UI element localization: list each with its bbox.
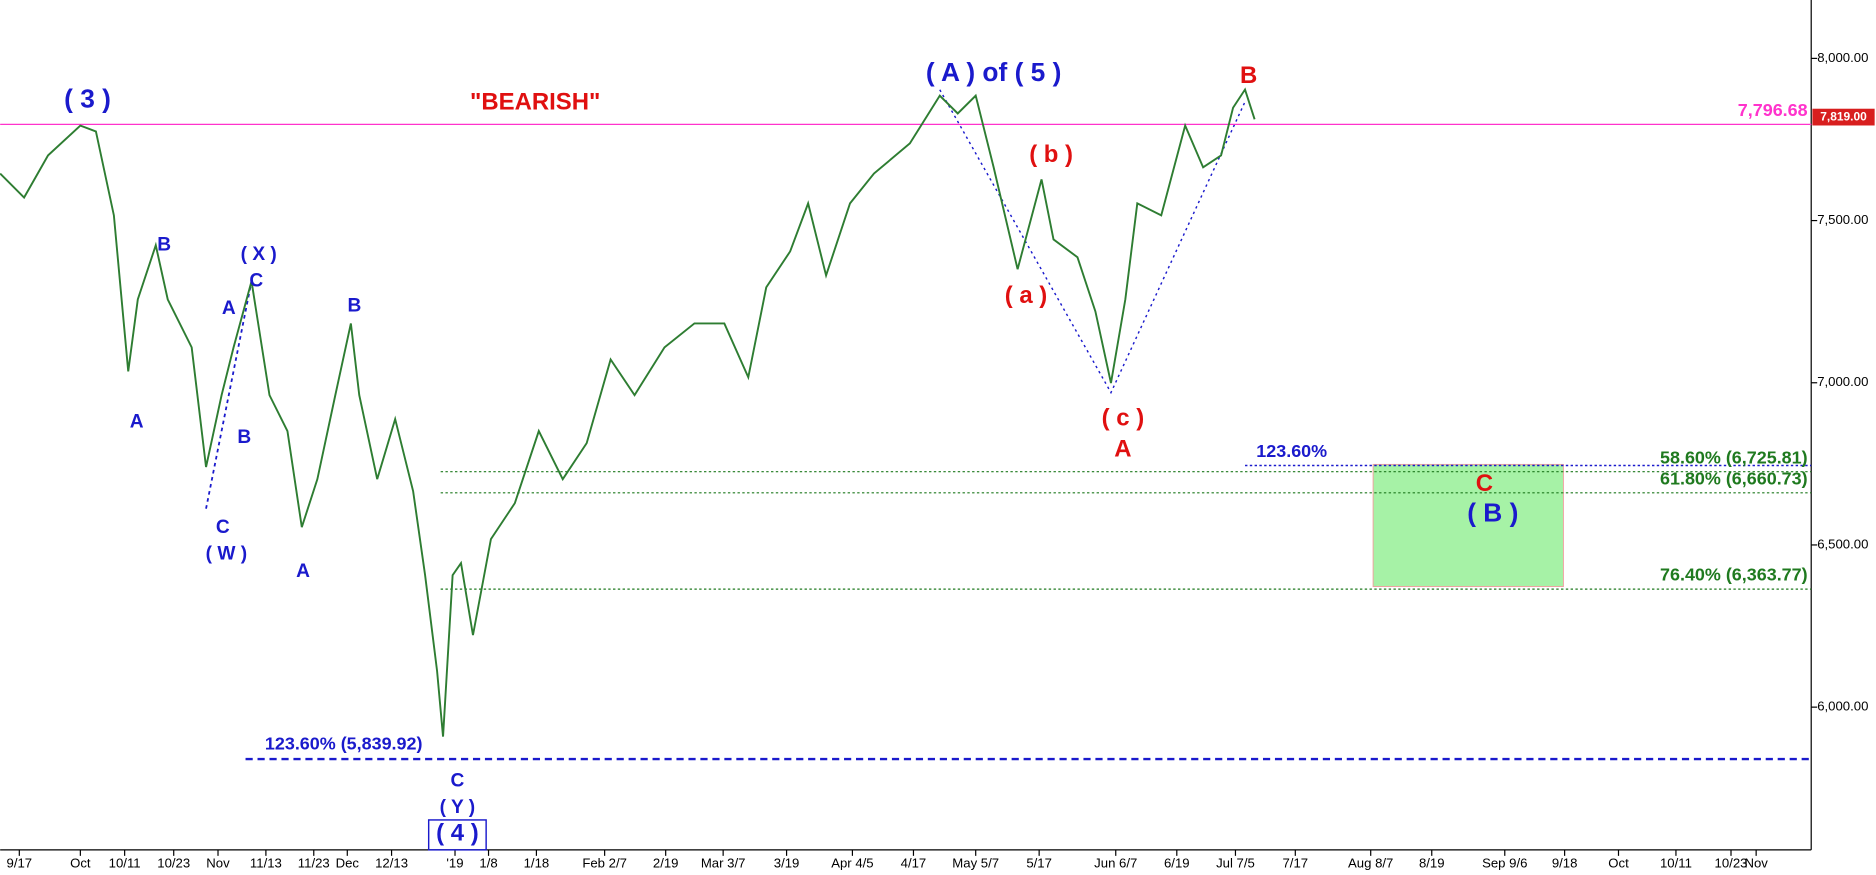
x-tick-label: 6/19: [1164, 856, 1190, 871]
wave-label: A: [1114, 435, 1131, 462]
x-tick-label: Nov: [206, 856, 230, 871]
wave-label: A: [296, 561, 310, 582]
y-tick-label: 7,500.00: [1817, 212, 1868, 227]
level-label: 76.40% (6,363.77): [1660, 565, 1808, 585]
x-tick-label: Jun 6/7: [1094, 856, 1137, 871]
x-tick-label: Apr 4/5: [831, 856, 873, 871]
price-tag-label: 7,819.00: [1820, 109, 1867, 123]
x-tick-label: Mar 3/7: [701, 856, 746, 871]
price-line: [0, 87, 1256, 737]
wave-label: A: [130, 412, 144, 433]
wave-label: ( 4 ): [436, 820, 479, 847]
x-tick-label: 8/19: [1419, 856, 1445, 871]
wave-label: C: [1476, 470, 1493, 497]
x-tick-label: Nov: [1744, 856, 1768, 871]
wave-label: B: [157, 234, 171, 255]
x-tick-label: 4/17: [901, 856, 927, 871]
level-label: 123.60% (5,839.92): [265, 733, 423, 753]
target-zone: [1372, 463, 1564, 588]
y-tick-label: 7,000.00: [1817, 374, 1868, 389]
wave-label: ( A ) of ( 5 ): [926, 57, 1062, 87]
x-tick-label: 11/13: [250, 856, 282, 871]
x-tick-label: 10/11: [109, 856, 141, 871]
wave-box: [427, 819, 487, 851]
level-label: 123.60%: [1256, 441, 1327, 461]
x-tick-label: Sep 9/6: [1482, 856, 1527, 871]
wave-label: C: [249, 270, 263, 291]
wave-label: B: [237, 427, 251, 448]
x-tick-label: 2/19: [653, 856, 679, 871]
wave-label: ( c ): [1102, 404, 1145, 431]
wave-label: ( B ): [1467, 498, 1518, 528]
wave-label: ( b ): [1029, 141, 1073, 168]
wave-label: C: [216, 517, 230, 538]
level-label: 58.60% (6,725.81): [1660, 447, 1808, 467]
x-tick-label: Oct: [70, 856, 91, 871]
wave-label: A: [222, 298, 236, 319]
x-tick-label: 1/8: [479, 856, 497, 871]
wave-label: C: [450, 771, 464, 792]
y-tick-label: 6,500.00: [1817, 536, 1868, 551]
x-tick-label: Oct: [1608, 856, 1629, 871]
x-tick-label: May 5/7: [952, 856, 999, 871]
wave-line: [939, 89, 1246, 395]
x-tick-label: 10/23: [1715, 856, 1748, 871]
wave-label: B: [1240, 62, 1257, 89]
x-tick-label: 1/18: [524, 856, 550, 871]
x-tick-label: 7/17: [1282, 856, 1308, 871]
wave-line: [205, 281, 253, 509]
x-tick-label: 10/23: [157, 856, 190, 871]
wave-label: "BEARISH": [470, 88, 600, 115]
x-tick-label: Jul 7/5: [1216, 856, 1255, 871]
level-label: 61.80% (6,660.73): [1660, 468, 1808, 488]
wave-label: ( a ): [1005, 282, 1048, 309]
wave-label: ( X ): [241, 244, 277, 265]
wave-label: ( 3 ): [64, 84, 111, 114]
x-tick-label: 10/11: [1660, 856, 1692, 871]
x-tick-label: 12/13: [375, 856, 408, 871]
x-tick-label: 3/19: [774, 856, 800, 871]
x-tick-label: Dec: [336, 856, 360, 871]
y-tick-label: 6,000.00: [1817, 699, 1868, 714]
x-tick-label: 5/17: [1026, 856, 1052, 871]
x-tick-label: 9/17: [7, 856, 33, 871]
level-label: 7,796.68: [1738, 100, 1808, 120]
wave-label: ( Y ): [440, 797, 475, 818]
x-tick-label: Feb 2/7: [582, 856, 627, 871]
wave-label: B: [348, 295, 362, 316]
x-tick-label: Aug 8/7: [1348, 856, 1393, 871]
wave-label: ( W ): [206, 543, 247, 564]
x-tick-label: '19: [446, 856, 463, 871]
price-tag: [1812, 108, 1875, 126]
y-tick-label: 8,000.00: [1817, 50, 1868, 65]
x-tick-label: 11/23: [298, 856, 330, 871]
x-tick-label: 9/18: [1552, 856, 1578, 871]
